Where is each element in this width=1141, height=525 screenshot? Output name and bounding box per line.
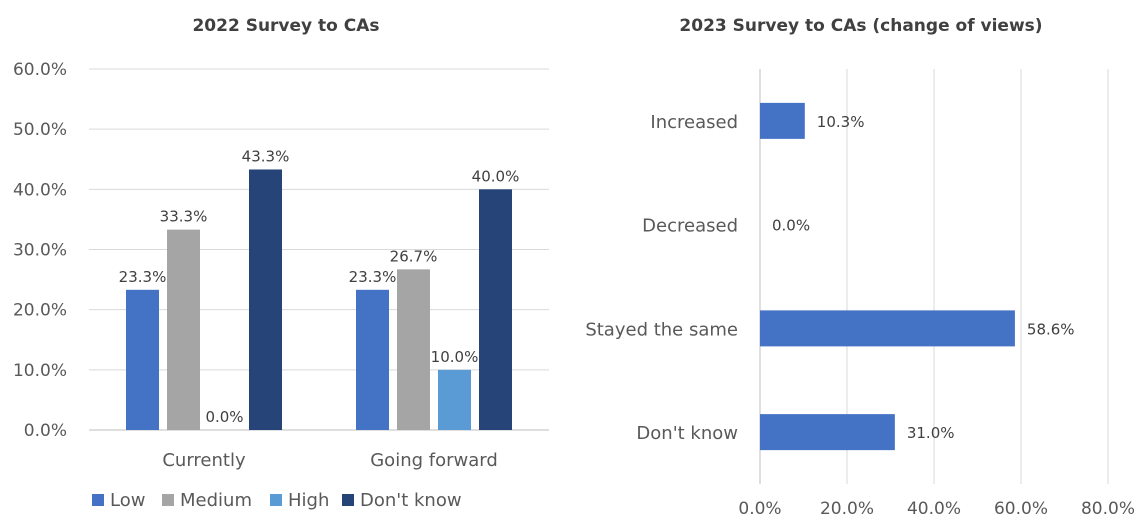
data-label: 0.0% — [205, 408, 243, 426]
left-x-axis-categories: Currently Going forward — [162, 450, 497, 471]
legend-swatch — [270, 494, 282, 506]
right-x-tick-label: 80.0% — [1081, 499, 1135, 519]
left-gridlines — [89, 68, 549, 431]
right-x-tick-label: 20.0% — [820, 499, 874, 519]
category-label: Decreased — [642, 216, 738, 237]
data-label: 10.3% — [817, 113, 865, 131]
right-x-axis-ticks: 0.0% 20.0% 40.0% 60.0% 80.0% — [738, 499, 1135, 519]
legend-label: Don't know — [360, 490, 462, 511]
left-y-tick-label: 30.0% — [13, 241, 67, 261]
bar-don-t-know-0 — [249, 169, 282, 430]
right-data-labels: 10.3% 0.0% 58.6% 31.0% — [772, 113, 1075, 442]
bar-high-1 — [438, 369, 471, 430]
data-label: 23.3% — [119, 268, 167, 286]
legend-swatch — [342, 494, 354, 506]
category-label: Don't know — [636, 423, 738, 444]
left-y-axis-ticks: 0.0% 10.0% 20.0% 30.0% 40.0% 50.0% 60.0% — [13, 60, 67, 441]
data-label: 58.6% — [1027, 320, 1075, 338]
left-legend: Low Medium High Don't know — [92, 490, 462, 511]
category-label: Stayed the same — [585, 319, 738, 340]
legend-label: High — [288, 490, 329, 511]
bar-don-t-know — [760, 414, 895, 451]
left-y-tick-label: 40.0% — [13, 180, 67, 200]
right-x-tick-label: 60.0% — [994, 499, 1048, 519]
legend-swatch — [162, 494, 174, 506]
legend-label: Medium — [180, 490, 252, 511]
bar-medium-1 — [397, 269, 430, 430]
data-label: 31.0% — [907, 424, 955, 442]
data-label: 33.3% — [160, 208, 208, 226]
left-y-tick-label: 0.0% — [24, 421, 67, 441]
right-chart-title: 2023 Survey to CAs (change of views) — [679, 16, 1042, 36]
left-chart-title: 2022 Survey to CAs — [192, 16, 379, 36]
data-label: 10.0% — [431, 348, 479, 366]
right-x-tick-label: 0.0% — [738, 499, 781, 519]
data-label: 26.7% — [390, 247, 438, 265]
right-bars — [760, 102, 1015, 451]
left-y-tick-label: 50.0% — [13, 120, 67, 140]
left-bars — [126, 169, 512, 430]
left-y-tick-label: 20.0% — [13, 301, 67, 321]
legend-label: Low — [110, 490, 145, 511]
bar-low-1 — [356, 289, 389, 430]
right-y-axis-categories: Increased Decreased Stayed the same Don't k… — [585, 112, 738, 444]
category-label: Currently — [162, 450, 246, 471]
right-x-tick-label: 40.0% — [907, 499, 961, 519]
bar-stayed-the-same — [760, 310, 1015, 347]
category-label: Increased — [650, 112, 738, 133]
category-label: Going forward — [370, 450, 498, 471]
left-data-labels: 23.3% 33.3% 0.0% 43.3% 23.3% 26.7% 10.0% 40.0% — [119, 147, 520, 426]
left-y-tick-label: 10.0% — [13, 361, 67, 381]
left-y-tick-label: 60.0% — [13, 60, 67, 80]
data-label: 43.3% — [242, 147, 290, 165]
data-label: 0.0% — [772, 217, 810, 235]
bar-don-t-know-1 — [479, 189, 512, 430]
data-label: 40.0% — [472, 167, 520, 185]
legend-swatch — [92, 494, 104, 506]
right-bar-chart: 2023 Survey to CAs (change of views) 0.0… — [585, 16, 1135, 519]
bar-low-0 — [126, 289, 159, 430]
data-label: 23.3% — [349, 268, 397, 286]
bar-medium-0 — [167, 229, 200, 430]
left-bar-chart: 2022 Survey to CAs 0.0% 10.0% 20.0% 30.0% 40… — [13, 16, 549, 511]
bar-increased — [760, 102, 805, 139]
